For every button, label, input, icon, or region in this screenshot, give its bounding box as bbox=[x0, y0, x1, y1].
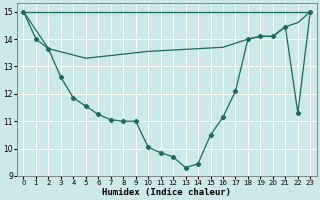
X-axis label: Humidex (Indice chaleur): Humidex (Indice chaleur) bbox=[102, 188, 231, 197]
